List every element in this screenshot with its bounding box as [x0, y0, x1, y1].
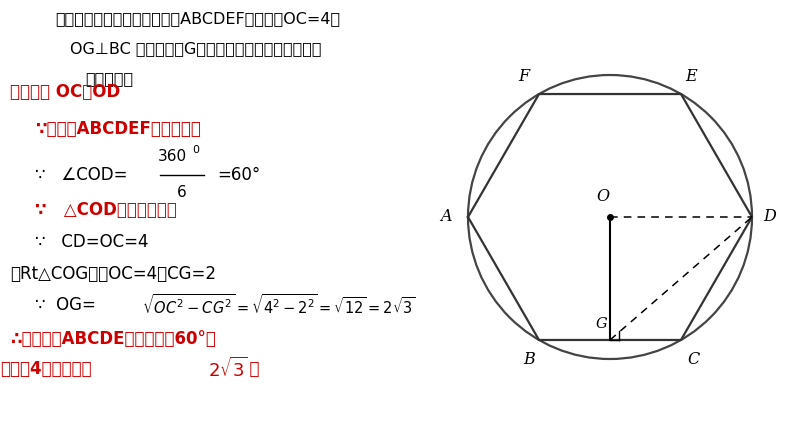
- Text: A: A: [440, 208, 452, 225]
- Text: ∴正六边形ABCDE的中心角为60°，: ∴正六边形ABCDE的中心角为60°，: [10, 330, 216, 348]
- Text: ∵   CD=OC=4: ∵ CD=OC=4: [35, 233, 148, 251]
- Text: 例：如图，在圆内接正六边形ABCDEF中，半径OC=4，: 例：如图，在圆内接正六边形ABCDEF中，半径OC=4，: [55, 12, 340, 26]
- Text: 解：连接 OC、OD: 解：连接 OC、OD: [10, 83, 120, 101]
- Text: OG⊥BC ，垂足为点G，求正六边形的中心角、边长: OG⊥BC ，垂足为点G，求正六边形的中心角、边长: [70, 42, 322, 56]
- Text: 和边心距。: 和边心距。: [85, 72, 133, 87]
- Text: ∵六边形ABCDEF为正六边形: ∵六边形ABCDEF为正六边形: [35, 120, 201, 138]
- Text: 6: 6: [177, 186, 187, 201]
- Text: O: O: [596, 188, 609, 205]
- Text: G: G: [596, 317, 607, 331]
- Text: ∵  OG=: ∵ OG=: [35, 296, 96, 314]
- Text: D: D: [764, 208, 777, 225]
- Text: ∵   ∠COD=: ∵ ∠COD=: [35, 166, 128, 184]
- Text: C: C: [687, 351, 700, 368]
- Text: 0: 0: [192, 145, 199, 155]
- Text: B: B: [523, 351, 535, 368]
- Text: 。: 。: [238, 360, 260, 378]
- Text: $\sqrt{OC^2-CG^2}=\sqrt{4^2-2^2}=\sqrt{12}=2\sqrt{3}$: $\sqrt{OC^2-CG^2}=\sqrt{4^2-2^2}=\sqrt{1…: [142, 293, 416, 317]
- Text: ∵   △COD为等边三角形: ∵ △COD为等边三角形: [35, 201, 177, 219]
- Text: E: E: [685, 67, 697, 84]
- Text: 在Rt△COG中，OC=4，CG=2: 在Rt△COG中，OC=4，CG=2: [10, 265, 216, 283]
- Text: F: F: [518, 67, 530, 84]
- Text: 边长为4，边心距为: 边长为4，边心距为: [0, 360, 91, 378]
- Text: =60°: =60°: [217, 166, 260, 184]
- Text: $2\sqrt{3}$: $2\sqrt{3}$: [208, 357, 248, 381]
- Text: 360: 360: [157, 149, 187, 164]
